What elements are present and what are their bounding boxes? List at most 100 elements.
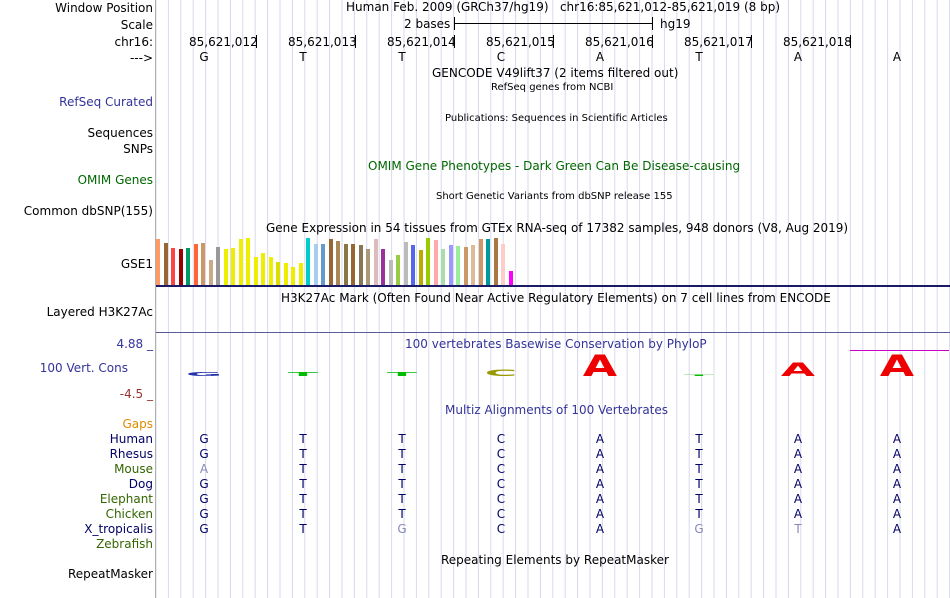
gtex-tissue-bar[interactable] [253,257,258,286]
gtex-tissue-bar[interactable] [478,239,483,286]
gtex-tissue-bar[interactable] [471,245,475,286]
gtex-tissue-bar[interactable] [426,238,430,286]
scale-bar [454,23,652,24]
gtex-tissue-bar[interactable] [163,243,168,286]
species-label[interactable]: X_tropicalis [84,522,153,536]
gtex-tissue-bar[interactable] [508,271,513,286]
coordinate-tick: 85,621,013 [288,35,357,49]
gtex-tissue-bar[interactable] [388,260,393,286]
species-label[interactable]: Zebrafish [96,537,153,551]
gtex-tissue-bar[interactable] [343,244,348,286]
gtex-tissue-bar[interactable] [291,267,295,286]
alignment-base: A [793,477,803,491]
species-label[interactable]: Dog [128,477,153,491]
gtex-tissue-bar[interactable] [178,249,183,286]
dbsnp-track-title[interactable]: Short Genetic Variants from dbSNP releas… [436,191,673,202]
gtex-tissue-bar[interactable] [411,245,415,286]
gtex-tissue-bar[interactable] [201,243,205,286]
coordinate-tick-mark [454,35,455,48]
gtex-tissue-bar[interactable] [306,238,310,286]
gtex-tissue-bar[interactable] [216,247,220,286]
repeatmasker-track-title[interactable]: Repeating Elements by RepeatMasker [441,553,669,567]
gaps-track-label[interactable]: Gaps [122,417,153,431]
gtex-tissue-bar[interactable] [336,241,340,286]
gtex-tissue-bar[interactable] [486,239,490,286]
refseq-track-label[interactable]: RefSeq Curated [59,95,153,109]
position-title: Human Feb. 2009 (GRCh37/hg19) chr16:85,6… [346,0,781,14]
species-label[interactable]: Chicken [105,507,153,521]
h3k27ac-track-label[interactable]: Layered H3K27Ac [46,305,153,319]
refseq-track-title[interactable]: RefSeq genes from NCBI [491,82,614,93]
gtex-tissue-bar[interactable] [156,239,160,286]
alignment-base: T [695,492,703,506]
gtex-track-label[interactable]: GSE1 [120,257,153,271]
gtex-tissue-bar[interactable] [313,244,318,286]
alignment-base: G [199,477,209,491]
gtex-tissue-bar[interactable] [403,242,408,286]
gtex-track-title[interactable]: Gene Expression in 54 tissues from GTEx … [266,221,849,235]
gtex-tissue-bar[interactable] [283,263,288,286]
gtex-tissue-bar[interactable] [441,249,445,286]
phylop-base-logo: T [387,371,418,377]
gtex-tissue-bar[interactable] [448,245,453,286]
gtex-tissue-bar[interactable] [223,249,228,286]
alignment-base: T [299,492,307,506]
phylop-track-title[interactable]: 100 vertebrates Basewise Conservation by… [405,337,707,351]
gtex-tissue-bar[interactable] [238,239,243,286]
gtex-tissue-bar[interactable] [418,250,423,286]
snps-track-label[interactable]: SNPs [123,142,153,156]
gtex-tissue-bar[interactable] [373,239,378,286]
reference-base: T [299,50,307,64]
repeatmasker-track-label[interactable]: RepeatMasker [67,567,153,581]
gtex-tissue-bar[interactable] [246,238,250,286]
gtex-tissue-bar[interactable] [208,260,213,286]
gtex-track-separator [156,285,950,287]
alignment-base: A [793,492,803,506]
alignment-base: A [892,492,902,506]
omim-track-label[interactable]: OMIM Genes [77,173,153,187]
gtex-tissue-bar[interactable] [276,262,280,286]
gtex-tissue-bar[interactable] [366,249,370,286]
sequences-track-label[interactable]: Sequences [87,126,153,140]
dbsnp-track-label[interactable]: Common dbSNP(155) [23,204,153,218]
gtex-tissue-bar[interactable] [171,248,175,286]
gtex-tissue-bar[interactable] [298,263,303,286]
phylop-min-label: -4.5 _ [119,387,153,401]
alignment-base: G [694,522,704,536]
gtex-tissue-bar[interactable] [463,247,468,286]
publications-track-title[interactable]: Publications: Sequences in Scientific Ar… [445,113,668,124]
alignment-base: G [199,507,209,521]
gtex-tissue-bar[interactable] [433,240,438,286]
alignment-base: T [398,447,406,461]
phylop-track-label[interactable]: 100 Vert. Cons [39,361,128,375]
h3k27ac-track-title[interactable]: H3K27Ac Mark (Often Found Near Active Re… [281,291,831,305]
multiz-track-title[interactable]: Multiz Alignments of 100 Vertebrates [445,403,669,417]
species-label[interactable]: Mouse [114,462,153,476]
gtex-tissue-bar[interactable] [231,248,235,286]
reference-base: T [695,50,703,64]
strand-arrow-label: ---> [129,51,153,65]
species-label[interactable]: Human [109,432,153,446]
gtex-tissue-bar[interactable] [186,248,190,286]
gtex-tissue-bar[interactable] [493,238,498,286]
species-label[interactable]: Elephant [99,492,153,506]
omim-track-title[interactable]: OMIM Gene Phenotypes - Dark Green Can Be… [368,159,741,173]
gtex-tissue-bar[interactable] [396,255,400,286]
alignment-base: C [496,432,506,446]
gtex-tissue-bar[interactable] [501,244,505,286]
gencode-track-title[interactable]: GENCODE V49lift37 (2 items filtered out) [432,66,679,80]
gtex-tissue-bar[interactable] [328,239,333,286]
coordinate-tick-mark [751,35,752,48]
gtex-tissue-bar[interactable] [358,245,363,286]
gtex-tissue-bar[interactable] [261,253,265,286]
gtex-tissue-bar[interactable] [456,246,460,286]
gtex-tissue-bar[interactable] [321,244,325,286]
gtex-tissue-bar[interactable] [268,257,273,286]
gtex-tissue-bar[interactable] [381,249,385,286]
gtex-tissue-bar[interactable] [351,244,355,286]
species-label[interactable]: Rhesus [109,447,153,461]
gtex-tissue-bar[interactable] [193,244,198,286]
coordinate-tick: 85,621,014 [387,35,456,49]
